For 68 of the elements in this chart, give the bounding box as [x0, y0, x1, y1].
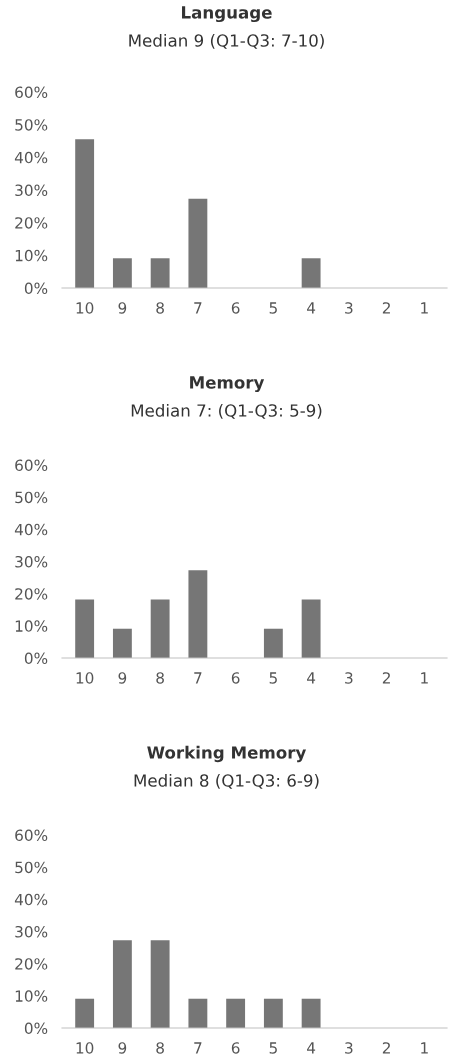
x-tick-label: 4 [307, 1042, 316, 1054]
x-tick-label: 6 [231, 302, 240, 314]
y-tick-label: 60% [15, 829, 48, 842]
x-tick-label: 10 [76, 672, 94, 684]
chart-title: Memory [190, 376, 265, 393]
chart-title: Language [182, 6, 272, 23]
x-tick-label: 2 [382, 672, 390, 684]
x-tick-label: 5 [269, 1042, 277, 1054]
x-tick-label: 8 [156, 1042, 164, 1054]
x-tick-label: 10 [76, 1042, 94, 1054]
bar [75, 599, 95, 658]
x-tick-label: 8 [156, 302, 164, 314]
x-tick-label: 6 [231, 672, 240, 684]
y-tick-label: 20% [15, 217, 48, 229]
y-tick-label: 40% [14, 151, 48, 164]
x-tick-label: 8 [156, 672, 164, 684]
y-tick-label: 40% [14, 893, 48, 906]
bar [301, 599, 321, 658]
bar [112, 258, 132, 288]
y-tick-label: 10% [15, 990, 48, 1002]
y-tick-label: 50% [15, 491, 48, 504]
y-tick-label: 0% [24, 652, 48, 665]
y-tick-label: 10% [15, 620, 48, 632]
x-tick-label: 6 [231, 1042, 240, 1054]
bar [112, 628, 132, 658]
y-tick-label: 40% [14, 523, 48, 536]
x-tick-label: 3 [345, 672, 353, 684]
x-tick-label: 9 [118, 672, 127, 684]
y-tick-label: 0% [24, 1022, 48, 1035]
x-tick-label: 2 [382, 302, 390, 314]
y-tick-label: 10% [15, 249, 48, 262]
x-tick-label: 9 [118, 1042, 127, 1054]
x-tick-label: 1 [421, 672, 428, 684]
chart-subtitle: Median 9 (Q1-Q3: 7-10) [129, 33, 324, 49]
bar [301, 258, 321, 288]
y-tick-label: 60% [15, 86, 48, 99]
x-tick-label: 10 [76, 302, 94, 314]
chart-subtitle: Median 8 (Q1-Q3: 6-9) [134, 773, 319, 789]
x-tick-label: 4 [307, 302, 316, 314]
x-tick-label: 3 [345, 1042, 353, 1054]
bar [150, 599, 170, 658]
x-tick-label: 5 [269, 672, 277, 684]
x-tick-label: 4 [307, 672, 316, 684]
chart-subtitle: Median 7: (Q1-Q3: 5-9) [131, 403, 322, 419]
y-tick-label: 30% [15, 184, 48, 197]
y-tick-label: 50% [15, 119, 48, 131]
bar [263, 628, 283, 658]
y-tick-label: 20% [15, 588, 48, 600]
y-tick-label: 0% [24, 282, 48, 295]
x-tick-label: 1 [421, 302, 428, 314]
x-tick-label: 3 [345, 302, 353, 314]
bar [150, 258, 170, 288]
x-tick-label: 1 [421, 1042, 428, 1054]
x-tick-label: 7 [194, 302, 202, 314]
y-tick-label: 50% [15, 861, 48, 874]
x-tick-label: 2 [382, 1042, 390, 1054]
x-tick-label: 5 [269, 302, 277, 314]
x-tick-label: 7 [194, 1042, 202, 1054]
y-tick-label: 60% [15, 459, 48, 472]
chart-title: Working Memory [147, 745, 307, 763]
bar [188, 198, 208, 288]
bar [75, 139, 95, 288]
y-tick-label: 30% [15, 925, 48, 938]
x-tick-label: 9 [118, 302, 127, 314]
y-tick-label: 30% [15, 555, 48, 568]
x-tick-label: 7 [194, 672, 202, 684]
y-tick-label: 20% [15, 958, 48, 970]
bar [188, 570, 208, 658]
